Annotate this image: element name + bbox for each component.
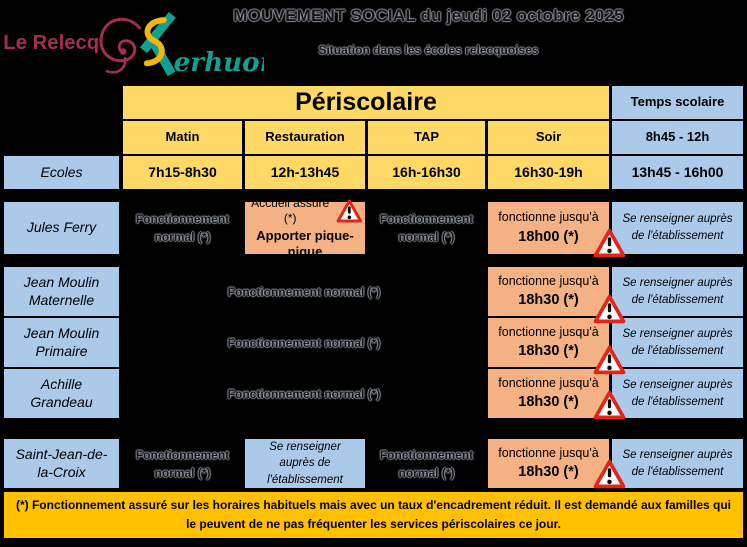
jules-ferry-restauration-note: Apporter pique-nique — [256, 227, 354, 259]
warning-triangle-icon — [593, 390, 626, 420]
logo-k-icon — [139, 11, 176, 77]
town-logo-graphic: Le Relecq erhuon — [3, 11, 279, 78]
jean-moulin-primaire-temps-scolaire-status: Se renseigner auprès de l'établissement — [610, 316, 745, 369]
jean-moulin-primaire-soir-time: 18h30 (*) — [518, 343, 579, 360]
warning-triangle-icon — [593, 459, 626, 489]
logo: Le Relecq erhuon — [2, 11, 279, 83]
achille-grandeau-merged-status: Fonctionnement normal (*) — [227, 386, 381, 401]
saint-jean-soir-status: fonctionne jusqu'à — [498, 445, 599, 460]
school-name-jean-moulin-maternelle: Jean Moulin Maternelle — [2, 265, 121, 318]
warning-triangle-icon — [336, 199, 363, 223]
warning-triangle-icon — [593, 345, 626, 375]
header-periscolaire: Périscolaire — [121, 84, 611, 121]
jean-moulin-maternelle-soir-time: 18h30 (*) — [518, 292, 579, 309]
jean-moulin-maternelle-temps-scolaire-status: Se renseigner auprès de l'établissement — [610, 265, 745, 318]
header-temps-scolaire: Temps scolaire — [610, 84, 745, 121]
school-name-saint-jean-de-la-croix: Saint-Jean-de-la-Croix — [2, 437, 121, 490]
column-header-restauration: Restauration — [243, 119, 367, 156]
ecoles-hours-matin: 7h15-8h30 — [121, 154, 244, 191]
row-header-ecoles: Ecoles — [2, 154, 121, 191]
ecoles-hours-tap: 16h-16h30 — [366, 154, 487, 191]
jean-moulin-maternelle-merged-status: Fonctionnement normal (*) — [227, 284, 381, 299]
column-header-tap: TAP — [366, 119, 487, 156]
jules-ferry-restauration-line1-wrap: Accueil assuré (*) — [247, 196, 363, 226]
warning-triangle-icon — [593, 228, 626, 258]
jules-ferry-tap-status: Fonctionnement normal (*) — [379, 212, 474, 244]
title-block: MOUVEMENT SOCIAL du jeudi 02 octobre 202… — [112, 6, 745, 57]
column-header-matin: Matin — [121, 119, 244, 156]
logo-text-kerhuon: erhuon — [174, 47, 264, 78]
footnote: (*) Fonctionnement assuré sur les horair… — [2, 490, 745, 540]
school-name-jules-ferry: Jules Ferry — [2, 200, 121, 256]
achille-grandeau-soir-time: 18h30 (*) — [518, 394, 579, 411]
jules-ferry-temps-scolaire-status: Se renseigner auprès de l'établissement — [610, 200, 745, 256]
saint-jean-matin-status: Fonctionnement normal (*) — [135, 447, 230, 480]
jules-ferry-restauration-status: Accueil assuré (*) — [251, 195, 330, 225]
page-title: MOUVEMENT SOCIAL du jeudi 02 octobre 202… — [233, 6, 624, 25]
jules-ferry-soir-time: 18h00 (*) — [518, 228, 579, 245]
saint-jean-temps-scolaire-status: Se renseigner auprès de l'établissement — [610, 437, 745, 490]
logo-s-ribbon-icon — [143, 17, 167, 67]
school-name-achille-grandeau: Achille Grandeau — [2, 367, 121, 420]
achille-grandeau-soir-status: fonctionne jusqu'à — [498, 375, 599, 390]
school-name-jean-moulin-primaire: Jean Moulin Primaire — [2, 316, 121, 369]
jean-moulin-primaire-merged-status: Fonctionnement normal (*) — [227, 335, 381, 350]
achille-grandeau-temps-scolaire-status: Se renseigner auprès de l'établissement — [610, 367, 745, 420]
saint-jean-tap-status: Fonctionnement normal (*) — [379, 447, 474, 480]
warning-triangle-icon — [593, 294, 626, 324]
ecoles-hours-restauration: 12h-13h45 — [243, 154, 367, 191]
temps-scolaire-morning-hours: 8h45 - 12h — [610, 119, 745, 156]
page-subtitle: Situation dans les écoles relecquoises — [318, 43, 539, 57]
jean-moulin-primaire-soir-status: fonctionne jusqu'à — [498, 324, 599, 339]
ecoles-hours-soir: 16h30-19h — [486, 154, 611, 191]
temps-scolaire-afternoon-hours: 13h45 - 16h00 — [610, 154, 745, 191]
saint-jean-soir-time: 18h30 (*) — [518, 464, 579, 481]
logo-swirl-icon — [99, 17, 142, 74]
jules-ferry-soir-status: fonctionne jusqu'à — [498, 210, 599, 225]
logo-text-le-relecq: Le Relecq — [3, 32, 99, 54]
saint-jean-restauration-status: Se renseigner auprès de l'établissement — [243, 437, 367, 490]
jean-moulin-maternelle-soir-status: fonctionne jusqu'à — [498, 273, 599, 288]
jules-ferry-matin-status: Fonctionnement normal (*) — [135, 212, 230, 244]
column-header-soir: Soir — [486, 119, 611, 156]
